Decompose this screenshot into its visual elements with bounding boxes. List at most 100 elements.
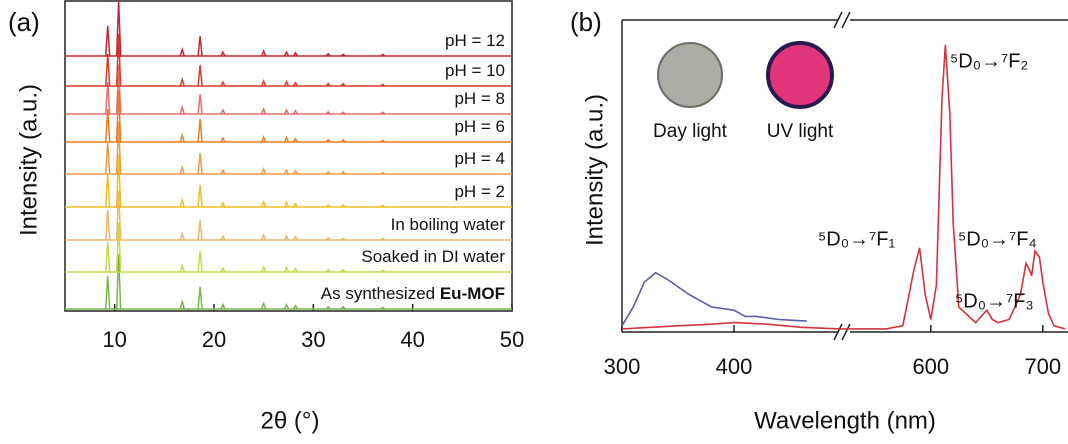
diffraction-peak xyxy=(179,132,185,143)
diffraction-peak xyxy=(220,168,226,175)
diffraction-peak xyxy=(260,200,267,208)
diffraction-peak xyxy=(340,305,346,310)
series-name: pH = 2 xyxy=(454,182,505,201)
series-label: In boiling water xyxy=(391,215,506,234)
diffraction-peak xyxy=(260,79,267,87)
diffraction-peak xyxy=(260,265,267,273)
diffraction-peak xyxy=(104,209,111,241)
diffraction-peak xyxy=(220,136,226,143)
peak-annotation: ⁵D₀→⁷F₃ xyxy=(955,290,1034,312)
peak-annotation: ⁵D₀→⁷F₄ xyxy=(958,228,1037,250)
diffraction-peak xyxy=(260,107,267,115)
diffraction-peak xyxy=(260,135,267,143)
diffraction-peak xyxy=(283,200,290,208)
diffraction-peak xyxy=(325,52,331,57)
x-tick-label: 700 xyxy=(1024,354,1061,379)
diffraction-peak xyxy=(220,80,226,87)
diffraction-peak xyxy=(340,237,346,241)
diffraction-peak xyxy=(197,94,203,115)
diffraction-peak xyxy=(197,118,203,143)
diffraction-peak xyxy=(179,262,185,273)
panel-label: (b) xyxy=(570,7,602,37)
diffraction-peak xyxy=(115,154,122,208)
diffraction-peak xyxy=(197,286,203,310)
x-tick-label: 400 xyxy=(716,354,753,379)
x-tick-label: 50 xyxy=(500,327,524,352)
diffraction-peak xyxy=(104,82,111,115)
series-label: pH = 12 xyxy=(445,31,505,50)
x-tick-label: 300 xyxy=(604,354,641,379)
diffraction-peak xyxy=(292,235,299,241)
diffraction-peak xyxy=(340,203,346,208)
diffraction-peak xyxy=(115,121,122,175)
diffraction-peak xyxy=(115,222,122,273)
series-name: In boiling water xyxy=(391,215,506,234)
diffraction-peak xyxy=(260,233,267,241)
series-name: pH = 10 xyxy=(445,61,505,80)
diffraction-peak xyxy=(179,76,185,87)
diffraction-peak xyxy=(104,25,111,57)
diffraction-peak xyxy=(197,220,203,241)
spectrum-line xyxy=(621,44,1066,330)
diffraction-peak xyxy=(115,190,122,241)
diffraction-peak xyxy=(104,173,111,208)
diffraction-peak xyxy=(292,169,299,175)
diffraction-peak xyxy=(283,302,290,310)
inset-photo xyxy=(657,42,723,108)
series-name: pH = 6 xyxy=(454,117,505,136)
diffraction-peak xyxy=(340,138,346,143)
diffraction-peak xyxy=(179,230,185,241)
series-name: pH = 8 xyxy=(454,89,505,108)
diffraction-peak xyxy=(325,82,331,87)
diffraction-peak xyxy=(292,267,299,273)
diffraction-peak xyxy=(220,201,226,208)
diffraction-peak xyxy=(220,302,226,310)
diffraction-peak xyxy=(283,234,290,241)
diffraction-peak xyxy=(340,268,346,273)
diffraction-peak xyxy=(340,82,346,87)
diffraction-peak xyxy=(325,138,331,143)
diffraction-peak xyxy=(292,304,299,310)
x-tick-label: 20 xyxy=(202,327,226,352)
diffraction-peak xyxy=(292,137,299,143)
diffraction-peak xyxy=(197,153,203,175)
diffraction-peak xyxy=(197,251,203,273)
series-label: pH = 10 xyxy=(445,61,505,80)
diffraction-peak xyxy=(283,50,290,57)
diffraction-peak xyxy=(380,171,386,175)
diffraction-peak xyxy=(220,108,226,115)
diffraction-peak xyxy=(115,64,122,115)
diffraction-peak xyxy=(104,241,111,273)
diffraction-peak xyxy=(292,202,299,208)
series-label: pH = 2 xyxy=(454,182,505,201)
diffraction-peak xyxy=(260,301,267,310)
diffraction-peak xyxy=(380,83,386,87)
series-label: pH = 4 xyxy=(454,149,505,168)
spectrum-line xyxy=(621,271,807,327)
diffraction-peak xyxy=(115,253,122,310)
diffraction-peak xyxy=(283,265,290,273)
diffraction-peak xyxy=(197,65,203,87)
peak-annotation: ⁵D₀→⁷F₁ xyxy=(818,228,895,250)
inset-photo xyxy=(766,41,834,109)
x-tick-label: 30 xyxy=(301,327,325,352)
diffraction-peak xyxy=(380,204,386,208)
diffraction-peak xyxy=(325,110,331,115)
axis-break xyxy=(833,11,851,341)
diffraction-peak xyxy=(292,81,299,87)
diffraction-peak xyxy=(197,184,203,208)
diffraction-peak xyxy=(220,266,226,273)
y-axis-label: Intensity (a.u.) xyxy=(581,94,608,246)
series-emphasis: Eu-MOF xyxy=(440,284,505,303)
series-label: As synthesized Eu-MOF xyxy=(321,284,505,303)
diffraction-peak xyxy=(179,164,185,175)
diffraction-peak xyxy=(283,168,290,175)
diffraction-peak xyxy=(292,51,299,57)
diffraction-peak xyxy=(197,36,203,57)
diffraction-peak xyxy=(283,79,290,87)
diffraction-peak xyxy=(340,111,346,115)
diffraction-peak xyxy=(179,46,185,57)
series-label: pH = 8 xyxy=(454,89,505,108)
series-name: Soaked in DI water xyxy=(361,247,505,266)
